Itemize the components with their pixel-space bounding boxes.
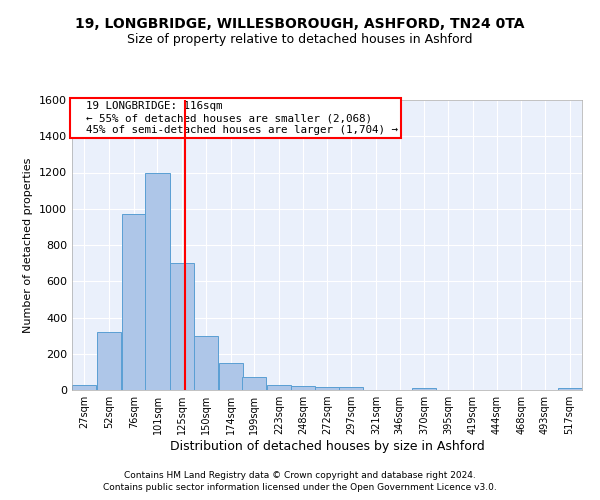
Bar <box>339 388 364 390</box>
Bar <box>316 388 340 390</box>
Bar <box>194 336 218 390</box>
X-axis label: Distribution of detached houses by size in Ashford: Distribution of detached houses by size … <box>170 440 484 453</box>
Bar <box>170 263 194 390</box>
Bar <box>72 384 97 390</box>
Y-axis label: Number of detached properties: Number of detached properties <box>23 158 34 332</box>
Bar <box>290 386 315 390</box>
Bar <box>122 214 146 390</box>
Bar <box>242 378 266 390</box>
Bar <box>267 384 291 390</box>
Text: Size of property relative to detached houses in Ashford: Size of property relative to detached ho… <box>127 32 473 46</box>
Text: 19 LONGBRIDGE: 116sqm
  ← 55% of detached houses are smaller (2,068)
  45% of se: 19 LONGBRIDGE: 116sqm ← 55% of detached … <box>73 102 398 134</box>
Bar <box>412 388 436 390</box>
Bar <box>97 332 121 390</box>
Bar <box>557 388 582 390</box>
Bar <box>218 363 243 390</box>
Bar <box>145 172 170 390</box>
Text: Contains public sector information licensed under the Open Government Licence v3: Contains public sector information licen… <box>103 484 497 492</box>
Text: 19, LONGBRIDGE, WILLESBOROUGH, ASHFORD, TN24 0TA: 19, LONGBRIDGE, WILLESBOROUGH, ASHFORD, … <box>75 18 525 32</box>
Text: Contains HM Land Registry data © Crown copyright and database right 2024.: Contains HM Land Registry data © Crown c… <box>124 471 476 480</box>
